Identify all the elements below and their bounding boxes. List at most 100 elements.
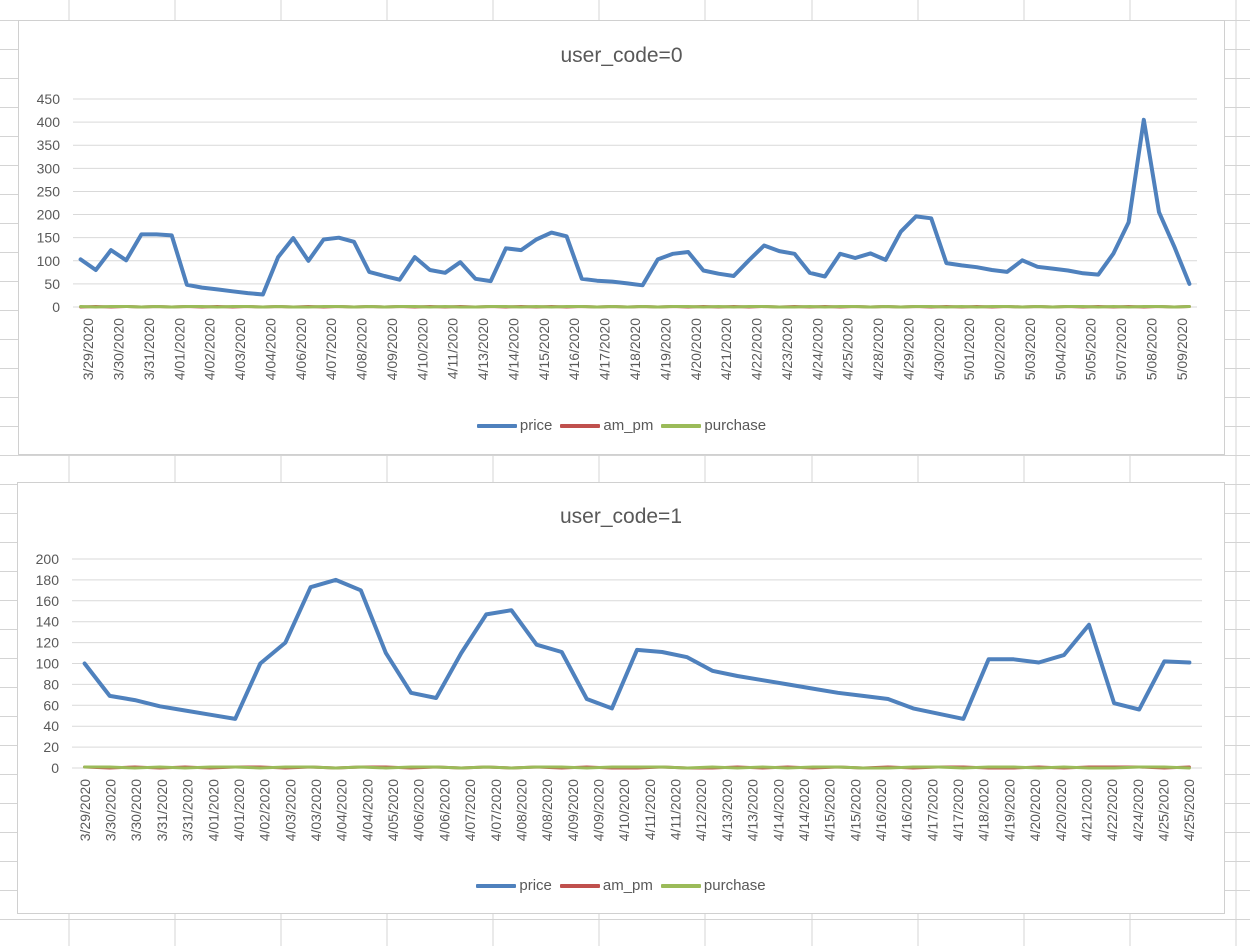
x-tick-label: 3/31/2020	[141, 318, 157, 380]
legend-label-price: price	[519, 417, 553, 434]
x-tick-label: 4/13/2020	[475, 318, 491, 380]
x-tick-label: 4/04/2020	[263, 318, 279, 380]
legend-item-purchase: purchase	[661, 417, 766, 434]
x-tick-label: 3/31/2020	[154, 779, 170, 841]
x-tick-label: 4/13/2020	[719, 779, 735, 841]
y-tick-label: 250	[37, 183, 61, 199]
x-tick-label: 4/03/2020	[308, 779, 324, 841]
y-tick-label: 40	[43, 718, 59, 734]
x-tick-label: 4/15/2020	[847, 779, 863, 841]
x-tick-label: 5/01/2020	[961, 318, 977, 380]
x-tick-label: 4/03/2020	[282, 779, 298, 841]
y-tick-label: 200	[37, 207, 61, 223]
x-tick-label: 4/01/2020	[205, 779, 221, 841]
chart-plot-area: 0 50 100 150 200 250 300 350 400 450 3/29/2020 3/30…	[37, 91, 1197, 380]
x-tick-label: 4/22/2020	[1104, 779, 1120, 841]
legend-swatch-price	[476, 423, 517, 428]
x-tick-label: 4/17/2020	[597, 318, 613, 380]
y-tick-label: 80	[43, 676, 59, 692]
x-tick-label: 4/02/2020	[202, 318, 218, 380]
legend-item-price: price	[476, 417, 553, 434]
x-tick-label: 4/07/2020	[462, 779, 478, 841]
x-tick-label: 3/30/2020	[128, 779, 144, 841]
legend-swatch-price	[476, 883, 517, 888]
x-tick-label: 4/09/2020	[591, 779, 607, 841]
y-tick-label: 160	[36, 593, 60, 609]
chart-user-code-1[interactable]: 0 20 40 60 80 100 120 140 160 180 200 3/29/2020 3/30…	[17, 482, 1225, 914]
y-tick-label: 180	[36, 572, 60, 588]
x-tick-label: 4/25/2020	[840, 318, 856, 380]
x-tick-label: 4/11/2020	[642, 779, 658, 840]
x-tick-label: 4/15/2020	[822, 779, 838, 841]
x-tick-label: 4/21/2020	[1078, 779, 1094, 841]
legend-label-purchase: purchase	[704, 417, 767, 434]
x-tick-label: 4/24/2020	[1130, 779, 1146, 841]
y-tick-label: 100	[37, 253, 61, 269]
x-tick-label: 4/20/2020	[1053, 779, 1069, 841]
x-tick-label: 5/09/2020	[1174, 318, 1190, 380]
x-tick-label: 4/21/2020	[718, 318, 734, 380]
y-tick-label: 0	[52, 299, 60, 315]
chart-user-code-0[interactable]: 0 50 100 150 200 250 300 350 400 450 3/29/2020 3/30…	[18, 20, 1225, 455]
legend-label-purchase: purchase	[703, 877, 766, 894]
x-tick-label: 4/22/2020	[749, 318, 765, 380]
x-tick-label: 4/25/2020	[1181, 779, 1197, 841]
x-tick-label: 4/20/2020	[1027, 779, 1043, 841]
x-tick-label: 4/23/2020	[779, 318, 795, 380]
chart-title: user_code=0	[560, 44, 683, 67]
chart-title: user_code=1	[559, 505, 682, 528]
x-tick-label: 4/14/2020	[506, 318, 522, 380]
x-tick-label: 4/08/2020	[513, 779, 529, 841]
x-tick-label: 5/02/2020	[992, 318, 1008, 380]
legend-item-am-pm: am_pm	[560, 417, 653, 434]
y-tick-label: 140	[36, 614, 60, 630]
x-tick-label: 4/13/2020	[745, 779, 761, 841]
x-tick-label: 4/18/2020	[976, 779, 992, 841]
x-tick-label: 5/07/2020	[1113, 318, 1129, 380]
x-tick-label: 4/10/2020	[414, 318, 430, 380]
x-tick-label: 4/01/2020	[171, 318, 187, 380]
x-tick-label: 4/11/2020	[668, 779, 684, 840]
x-tick-label: 4/08/2020	[539, 779, 555, 841]
chart-legend: price am_pm purchase	[18, 877, 1224, 894]
series-line-price	[82, 577, 1192, 721]
x-tick-label: 4/04/2020	[359, 779, 375, 841]
y-tick-label: 120	[36, 635, 60, 651]
x-tick-label: 3/30/2020	[111, 318, 127, 380]
x-tick-label: 4/05/2020	[385, 779, 401, 841]
y-tick-label: 50	[44, 276, 60, 292]
chart-legend: price am_pm purchase	[19, 417, 1224, 434]
x-tick-label: 4/28/2020	[870, 318, 886, 380]
y-tick-label: 60	[43, 697, 59, 713]
legend-swatch-purchase	[661, 423, 702, 428]
x-tick-label: 4/14/2020	[796, 779, 812, 841]
x-tick-label: 3/29/2020	[77, 779, 93, 841]
x-tick-label: 4/19/2020	[657, 318, 673, 380]
y-tick-label: 100	[36, 656, 60, 672]
x-tick-label: 5/08/2020	[1143, 318, 1159, 380]
y-tick-label: 200	[36, 551, 60, 567]
x-tick-label: 4/06/2020	[293, 318, 309, 380]
x-tick-label: 4/20/2020	[688, 318, 704, 380]
x-tick-label: 4/19/2020	[1001, 779, 1017, 841]
legend-swatch-am-pm	[560, 423, 601, 428]
x-tick-label: 4/06/2020	[411, 779, 427, 841]
x-tick-label: 4/09/2020	[565, 779, 581, 841]
x-tick-label: 4/17/2020	[950, 779, 966, 841]
y-tick-label: 150	[37, 230, 61, 246]
x-tick-label: 4/07/2020	[488, 779, 504, 841]
legend-label-am-pm: am_pm	[603, 417, 654, 434]
x-tick-label: 4/16/2020	[566, 318, 582, 380]
y-tick-label: 0	[51, 760, 59, 776]
series-line-purchase	[79, 305, 1191, 309]
legend-label-am-pm: am_pm	[602, 877, 653, 894]
x-tick-label: 4/18/2020	[627, 318, 643, 380]
legend-item-am-pm: am_pm	[559, 877, 653, 894]
x-tick-label: 4/15/2020	[536, 318, 552, 380]
x-tick-label: 5/03/2020	[1022, 318, 1038, 380]
x-tick-label: 4/02/2020	[257, 779, 273, 841]
series-line-price	[78, 117, 1192, 297]
y-tick-label: 400	[37, 114, 61, 130]
x-tick-label: 4/03/2020	[232, 318, 248, 380]
x-tick-label: 4/08/2020	[354, 318, 370, 380]
